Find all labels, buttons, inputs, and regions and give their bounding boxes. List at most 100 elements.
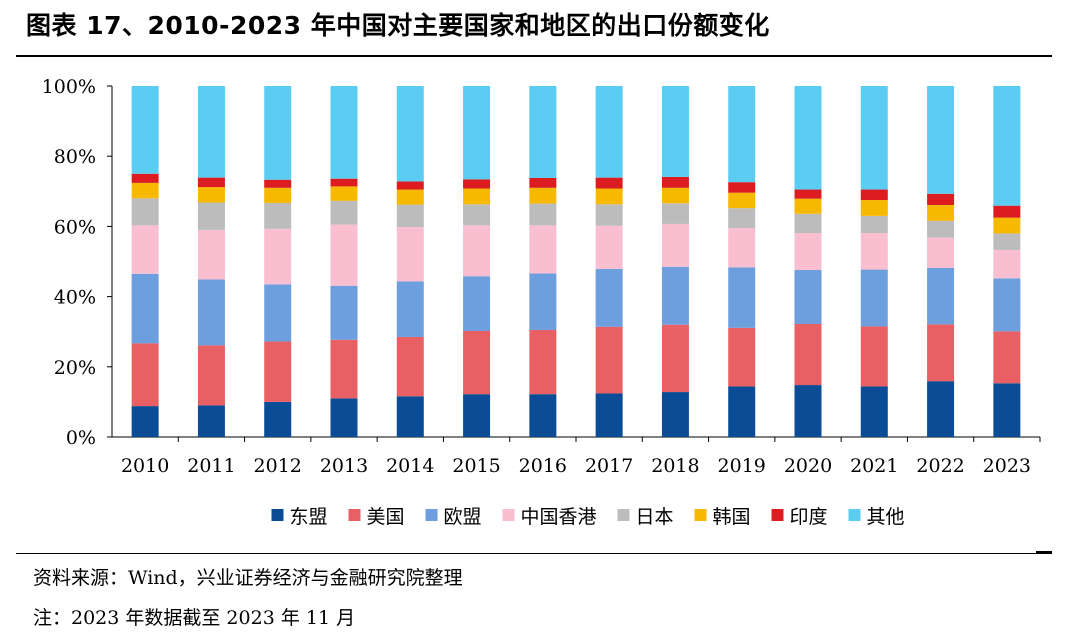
bar-segment [927, 193, 955, 205]
bar-segment [860, 233, 888, 270]
bar-segment [728, 228, 756, 268]
bar-segment [131, 182, 159, 199]
bar-segment [661, 324, 689, 393]
bar-segment [131, 273, 159, 344]
bar-segment [661, 392, 689, 437]
x-tick-label: 2010 [121, 455, 169, 477]
bar-segment [330, 86, 358, 179]
y-tick-label: 60% [54, 216, 96, 238]
bar-segment [264, 341, 292, 402]
bar-segment [529, 86, 557, 178]
bar-segment [794, 213, 822, 234]
bar-segment [661, 176, 689, 188]
bar-segment [197, 177, 225, 188]
bar-segment [529, 329, 557, 395]
bar-segment [661, 203, 689, 224]
bar-segment [197, 279, 225, 346]
bar-segment [661, 223, 689, 267]
bar-segment [728, 327, 756, 387]
bar-segment [463, 225, 491, 277]
bar-segment [927, 220, 955, 238]
legend-label: 其他 [867, 506, 905, 528]
bar-segment [463, 394, 491, 437]
bar-segment [330, 224, 358, 286]
bar-segment [264, 228, 292, 285]
y-tick-label: 80% [54, 146, 96, 168]
bar-segment [197, 405, 225, 437]
bar-segment [860, 215, 888, 234]
bar-segment [396, 227, 424, 282]
bar-segment [927, 204, 955, 221]
bar-segment [728, 386, 756, 437]
bar-segment [794, 189, 822, 199]
bar-segment [529, 394, 557, 437]
bar-segment [463, 179, 491, 189]
x-tick-label: 2013 [320, 455, 368, 477]
bar-segment [860, 326, 888, 387]
title-divider [16, 55, 1052, 57]
bar-segment [396, 336, 424, 397]
bar-segment [993, 217, 1021, 234]
bar-segment [993, 205, 1021, 218]
x-tick-label: 2011 [187, 455, 235, 477]
bar-segment [197, 86, 225, 178]
bar-segment [794, 323, 822, 386]
bar-segment [330, 178, 358, 187]
source-note: 资料来源：Wind，兴业证券经济与金融研究院整理 [33, 567, 463, 589]
bar-segment [330, 285, 358, 340]
y-tick-label: 0% [66, 427, 96, 449]
bar-segment [927, 267, 955, 325]
bar-segment [860, 200, 888, 216]
bar-segment [197, 345, 225, 406]
bar-segment [661, 266, 689, 325]
x-tick-label: 2022 [916, 455, 964, 477]
bar-segment [993, 383, 1021, 437]
bar-segment [131, 198, 159, 226]
legend-swatch [425, 509, 438, 521]
bar-segment [595, 225, 623, 269]
bar-segment [529, 187, 557, 204]
bar-segment [330, 398, 358, 437]
bar-segment [993, 331, 1021, 384]
bar-segment [264, 179, 292, 188]
bar-segment [993, 249, 1021, 279]
bar-segment [264, 86, 292, 180]
bar-segment [264, 284, 292, 342]
bar-segment [463, 188, 491, 205]
footer-divider-cap [1036, 551, 1052, 553]
bar-segment [860, 386, 888, 437]
bar-segment [396, 396, 424, 437]
bar-segment [396, 189, 424, 205]
legend-label: 韩国 [713, 506, 751, 528]
bar-segment [927, 324, 955, 382]
y-tick-label: 100% [42, 76, 96, 98]
bar-segment [927, 237, 955, 268]
legend-swatch [848, 509, 861, 521]
y-tick-label: 20% [54, 357, 96, 379]
bar-segment [794, 385, 822, 437]
bar-segment [661, 187, 689, 204]
bar-segment [993, 278, 1021, 332]
bar-segment [860, 86, 888, 190]
x-tick-label: 2019 [718, 455, 766, 477]
bar-segment [529, 225, 557, 274]
bar-segment [728, 192, 756, 209]
bar-segment [529, 273, 557, 330]
legend-swatch [771, 509, 784, 521]
x-tick-label: 2012 [254, 455, 302, 477]
bar-segment [264, 401, 292, 437]
legend-label: 欧盟 [444, 506, 482, 528]
bar-segment [396, 204, 424, 228]
bar-segment [330, 339, 358, 399]
bar-segment [728, 267, 756, 328]
bar-segment [463, 330, 491, 395]
bar-segment [529, 177, 557, 188]
bar-segment [794, 233, 822, 270]
legend-label: 美国 [367, 506, 405, 528]
bar-segment [463, 86, 491, 180]
bar-segment [595, 268, 623, 327]
bar-segment [264, 202, 292, 229]
legend-label: 印度 [790, 506, 828, 528]
legend-swatch [502, 509, 515, 521]
bar-segment [595, 393, 623, 437]
